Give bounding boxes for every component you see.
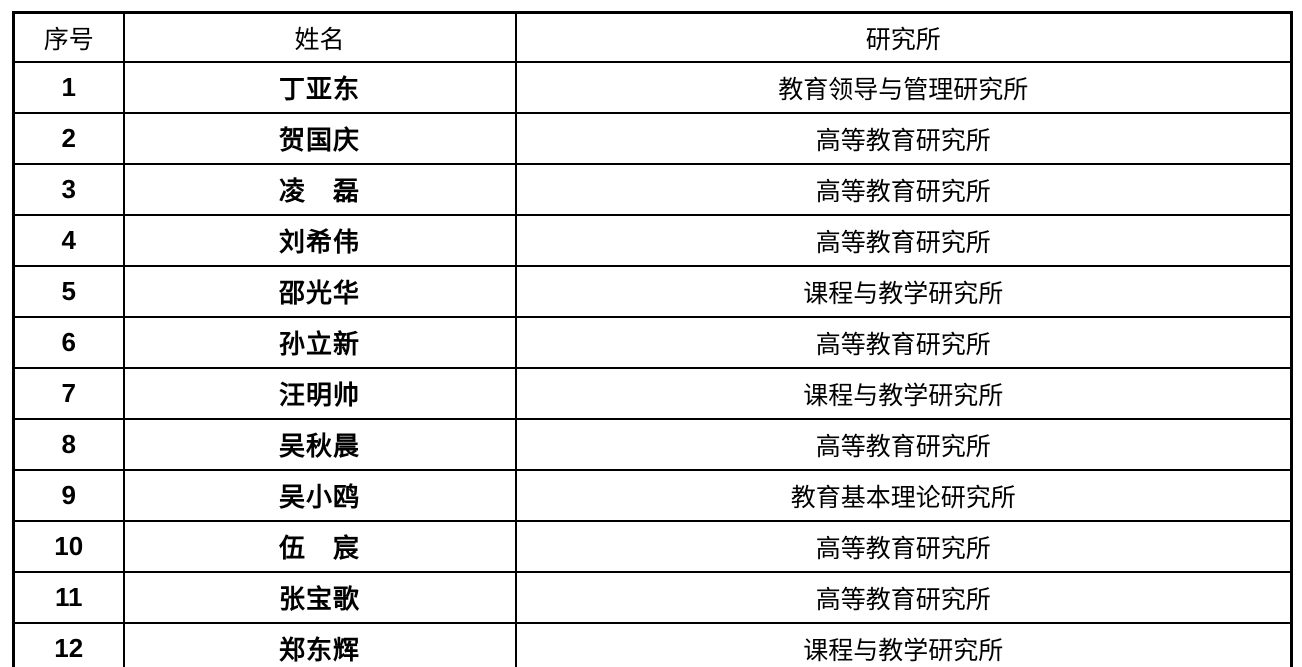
institute-cell: 课程与教学研究所 [514, 367, 1293, 420]
table-row: 6 孙立新 高等教育研究所 [12, 316, 1293, 369]
institute-cell: 教育领导与管理研究所 [514, 61, 1293, 114]
serial-number-cell: 9 [12, 469, 125, 522]
name-cell: 孙立新 [122, 316, 517, 369]
table-row: 10 伍 宸 高等教育研究所 [12, 520, 1293, 573]
institute-cell: 高等教育研究所 [514, 571, 1293, 624]
serial-number-cell: 10 [12, 520, 125, 573]
table-row: 9 吴小鸥 教育基本理论研究所 [12, 469, 1293, 522]
header-cell-name: 姓名 [122, 11, 517, 63]
table-row: 11 张宝歌 高等教育研究所 [12, 571, 1293, 624]
serial-number-cell: 5 [12, 265, 125, 318]
institute-cell: 高等教育研究所 [514, 316, 1293, 369]
header-cell-institute: 研究所 [514, 11, 1293, 63]
table-row: 2 贺国庆 高等教育研究所 [12, 112, 1293, 165]
name-cell: 凌 磊 [122, 163, 517, 216]
table-body: 1 丁亚东 教育领导与管理研究所 2 贺国庆 高等教育研究所 3 凌 磊 高等教… [12, 61, 1293, 667]
name-cell: 张宝歌 [122, 571, 517, 624]
institute-cell: 教育基本理论研究所 [514, 469, 1293, 522]
name-cell: 邵光华 [122, 265, 517, 318]
name-cell: 丁亚东 [122, 61, 517, 114]
serial-number-cell: 1 [12, 61, 125, 114]
institute-cell: 课程与教学研究所 [514, 622, 1293, 667]
name-cell: 吴秋晨 [122, 418, 517, 471]
name-cell: 郑东辉 [122, 622, 517, 667]
name-cell: 刘希伟 [122, 214, 517, 267]
name-cell: 吴小鸥 [122, 469, 517, 522]
table-header-row: 序号 姓名 研究所 [12, 11, 1293, 63]
serial-number-cell: 3 [12, 163, 125, 216]
table-row: 4 刘希伟 高等教育研究所 [12, 214, 1293, 267]
institute-cell: 高等教育研究所 [514, 418, 1293, 471]
name-cell: 贺国庆 [122, 112, 517, 165]
institute-cell: 高等教育研究所 [514, 520, 1293, 573]
table-row: 5 邵光华 课程与教学研究所 [12, 265, 1293, 318]
header-cell-serial-number: 序号 [12, 11, 125, 63]
serial-number-cell: 12 [12, 622, 125, 667]
table-row: 12 郑东辉 课程与教学研究所 [12, 622, 1293, 667]
table-row: 8 吴秋晨 高等教育研究所 [12, 418, 1293, 471]
institute-cell: 高等教育研究所 [514, 214, 1293, 267]
table-row: 3 凌 磊 高等教育研究所 [12, 163, 1293, 216]
serial-number-cell: 4 [12, 214, 125, 267]
serial-number-cell: 6 [12, 316, 125, 369]
name-cell: 伍 宸 [122, 520, 517, 573]
serial-number-cell: 11 [12, 571, 125, 624]
name-cell: 汪明帅 [122, 367, 517, 420]
institute-cell: 高等教育研究所 [514, 112, 1293, 165]
table-row: 7 汪明帅 课程与教学研究所 [12, 367, 1293, 420]
institute-cell: 高等教育研究所 [514, 163, 1293, 216]
serial-number-cell: 8 [12, 418, 125, 471]
researcher-roster-table: 序号 姓名 研究所 1 丁亚东 教育领导与管理研究所 2 贺国庆 高等教育研究所… [12, 11, 1293, 667]
institute-cell: 课程与教学研究所 [514, 265, 1293, 318]
table-row: 1 丁亚东 教育领导与管理研究所 [12, 61, 1293, 114]
serial-number-cell: 7 [12, 367, 125, 420]
serial-number-cell: 2 [12, 112, 125, 165]
